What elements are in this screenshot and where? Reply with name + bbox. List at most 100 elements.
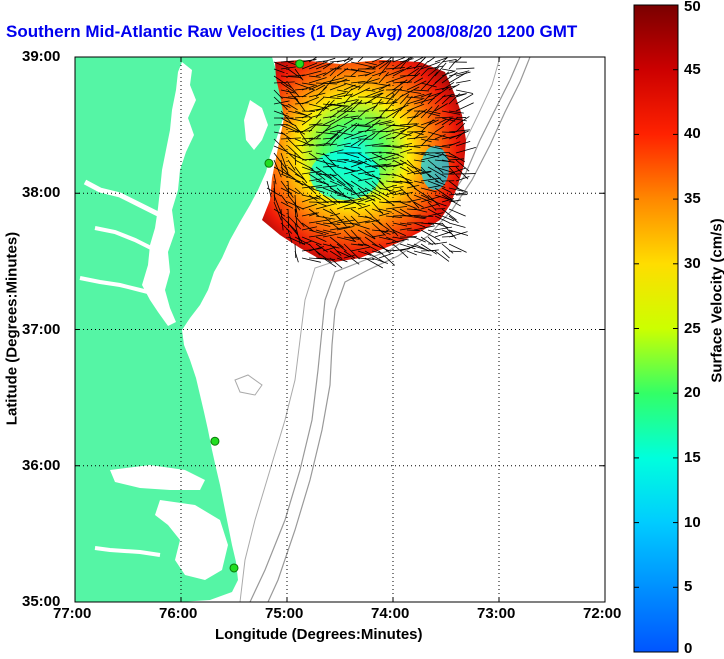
velocity-arrow [315, 243, 329, 253]
velocity-arrow [413, 108, 428, 119]
velocity-arrow [343, 117, 357, 126]
velocity-arrow [406, 215, 426, 220]
velocity-arrow [308, 61, 328, 70]
map-title: Southern Mid-Atlantic Raw Velocities (1 … [6, 22, 578, 41]
velocity-arrow [413, 57, 425, 63]
velocity-arrow [413, 215, 427, 219]
velocity-arrow [371, 208, 384, 214]
velocity-arrow [448, 250, 462, 253]
velocity-arrow [322, 173, 335, 182]
velocity-arrow [350, 257, 360, 265]
velocity-arrow [315, 84, 326, 91]
velocity-arrow [441, 165, 460, 168]
velocity-arrow [364, 219, 380, 224]
velocity-arrow [406, 243, 426, 250]
velocity-arrow [280, 131, 292, 140]
velocity-arrow [308, 119, 322, 133]
velocity-arrow [287, 145, 302, 159]
velocity-arrow [455, 93, 474, 105]
velocity-arrow [420, 243, 437, 255]
velocity-arrow [441, 131, 456, 133]
velocity-arrow [315, 100, 330, 119]
velocity-arrow [427, 104, 440, 119]
velocity-arrow [294, 229, 304, 245]
velocity-arrow [350, 123, 360, 133]
velocity-arrow [364, 180, 377, 189]
colorbar-tick-label: 10 [684, 513, 701, 531]
velocity-arrow [336, 250, 351, 258]
velocity-arrow [315, 97, 324, 105]
velocity-arrow [441, 94, 453, 105]
velocity-arrow [413, 236, 426, 243]
velocity-arrow [350, 229, 360, 240]
velocity-arrow [399, 107, 414, 119]
velocity-arrow [413, 131, 424, 136]
velocity-arrow [322, 99, 335, 112]
velocity-arrow [434, 226, 453, 231]
velocity-arrow [322, 119, 335, 126]
velocity-arrow [427, 249, 439, 252]
velocity-arrow [343, 166, 355, 173]
velocity-arrow [315, 86, 328, 98]
velocity-arrow [448, 93, 460, 105]
velocity-arrow [448, 199, 462, 203]
velocity-arrow [413, 57, 427, 70]
pamlico-sound [155, 500, 228, 580]
velocity-arrow [336, 99, 358, 105]
velocity-arrow [357, 76, 373, 91]
velocity-arrow [371, 92, 383, 98]
velocity-arrow [350, 139, 362, 147]
velocity-arrow [448, 72, 468, 84]
velocity-arrow [378, 121, 393, 126]
velocity-arrow [336, 166, 358, 172]
velocity-arrow [364, 143, 384, 147]
velocity-arrow [336, 236, 357, 242]
velocity-arrow [308, 152, 318, 160]
velocity-arrow [434, 241, 448, 245]
velocity-arrow [399, 227, 412, 231]
velocity-arrow [350, 246, 370, 252]
velocity-arrow [336, 215, 347, 227]
velocity-arrow [301, 226, 318, 231]
velocity-arrow [399, 214, 421, 217]
velocity-arrow [434, 215, 450, 224]
velocity-arrow [385, 173, 397, 176]
velocity-arrow [385, 67, 405, 70]
x-tick-label: 75:00 [265, 605, 304, 622]
velocity-arrow [329, 159, 347, 163]
velocity-arrow [343, 130, 364, 140]
velocity-arrow [427, 212, 444, 217]
velocity-arrow [273, 173, 277, 185]
velocity-arrow [301, 123, 317, 133]
velocity-arrow [350, 68, 371, 74]
velocity-arrow [406, 152, 429, 154]
velocity-core-low-2 [421, 146, 449, 190]
velocity-arrow [336, 194, 355, 199]
velocity-arrow [322, 187, 342, 196]
velocity-arrow [434, 57, 449, 70]
velocity-arrow [315, 143, 338, 147]
colorbar-tick-label: 40 [684, 125, 701, 143]
velocity-arrow [385, 215, 403, 218]
velocity-arrow [301, 166, 323, 175]
velocity-arrow [343, 115, 359, 119]
velocity-arrow [322, 115, 336, 119]
velocity-arrow [329, 201, 351, 204]
velocity-arrow [350, 80, 366, 84]
velocity-arrow [273, 61, 290, 69]
velocity-arrow [343, 207, 356, 210]
velocity-arrow [413, 144, 431, 147]
velocity-arrow [287, 194, 301, 211]
velocity-arrow [455, 141, 471, 147]
velocity-arrow [413, 201, 424, 208]
velocity-arrow [399, 86, 420, 98]
velocity-arrow [434, 250, 450, 262]
velocity-arrow [315, 63, 331, 70]
velocity-arrow [441, 198, 455, 203]
velocity-arrow [273, 75, 292, 88]
velocity-arrow [455, 67, 475, 70]
velocity-arrow [343, 236, 360, 240]
velocity-arrow [448, 208, 466, 217]
velocity-arrow [301, 203, 318, 210]
velocity-arrow [392, 124, 412, 128]
